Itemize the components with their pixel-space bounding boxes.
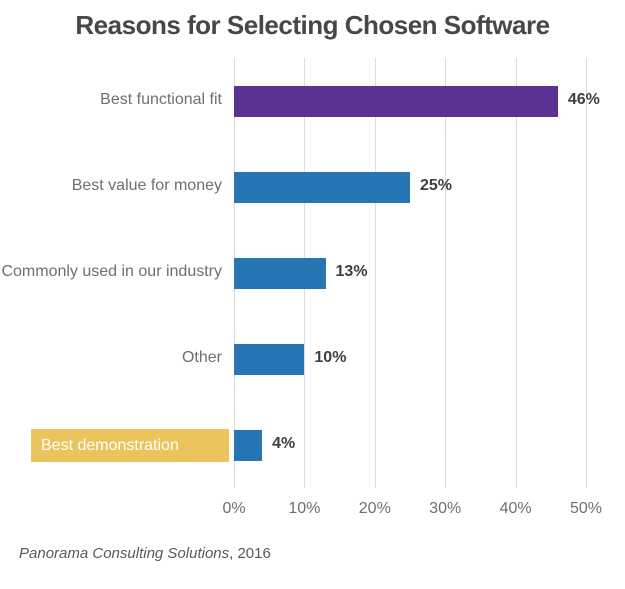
bar — [234, 171, 410, 203]
bar — [234, 257, 326, 289]
bar — [234, 429, 263, 461]
gridline-50 — [586, 58, 587, 488]
source-note: Panorama Consulting Solutions, 2016 — [19, 545, 271, 562]
bar — [234, 85, 558, 117]
value-label: 46% — [567, 91, 600, 108]
category-label: Best value for money — [71, 177, 222, 194]
category-label-highlighted: Best demonstration — [31, 428, 229, 462]
bar-row: Best functional fit 46% — [0, 58, 625, 144]
value-label: 10% — [314, 349, 347, 366]
value-label: 25% — [420, 177, 453, 194]
source-name: Panorama Consulting Solutions — [19, 545, 230, 562]
x-tick-label: 10% — [288, 500, 321, 517]
bar-row: Commonly used in our industry 13% — [0, 230, 625, 316]
category-label: Best functional fit — [100, 91, 222, 108]
category-label: Commonly used in our industry — [1, 263, 222, 280]
bar — [234, 343, 305, 375]
value-label: 13% — [335, 263, 368, 280]
bar-row: Other 10% — [0, 316, 625, 402]
x-tick-label: 40% — [499, 500, 532, 517]
source-year: , 2016 — [229, 545, 271, 562]
x-tick-label: 0% — [222, 500, 246, 517]
x-tick-label: 50% — [569, 500, 603, 517]
bar-row: Best demonstration 4% — [0, 402, 625, 488]
x-tick-label: 20% — [358, 500, 391, 517]
category-label: Other — [181, 349, 222, 366]
value-label: 4% — [272, 435, 296, 452]
gridline-40 — [515, 58, 517, 488]
bar-row: Best value for money 25% — [0, 144, 625, 230]
gridline-20 — [374, 58, 376, 488]
chart-title: Reasons for Selecting Chosen Software — [75, 10, 550, 40]
gridline-30 — [445, 58, 447, 488]
x-tick-label: 30% — [429, 500, 462, 517]
